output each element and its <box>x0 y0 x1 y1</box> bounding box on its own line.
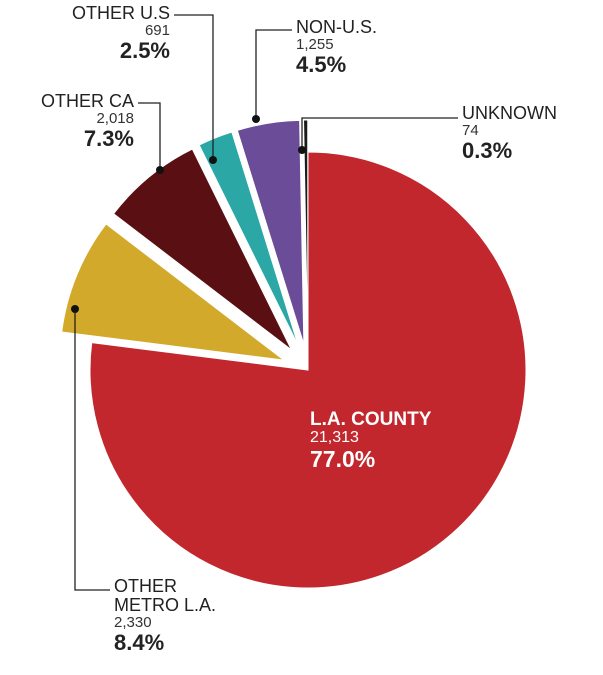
category-label: OTHER U.S <box>71 3 170 23</box>
pie-slice <box>198 131 299 347</box>
count-label: 21,313 <box>310 428 359 446</box>
leader-dot <box>298 146 306 154</box>
category-label: UNKNOWN <box>462 103 557 123</box>
value-label: 4.5% <box>296 51 347 77</box>
leader-dot <box>71 305 79 313</box>
leader-line <box>74 309 110 591</box>
pie-slice <box>303 119 309 345</box>
slice-label: NON-U.S. 1,255 4.5% <box>296 18 446 76</box>
value-label: 7.3% <box>83 125 134 151</box>
leader-dot <box>209 156 217 164</box>
slice-label: OTHER METRO L.A. 2,330 8.4% <box>114 577 226 654</box>
leader-line <box>174 14 214 160</box>
pie-slice <box>61 223 286 361</box>
count-label: 2,330 <box>114 613 152 631</box>
slice-label: UNKNOWN 74 0.3% <box>462 104 592 162</box>
slice-label: L.A. COUNTY 21,313 77.0% <box>310 410 510 471</box>
value-label: 2.5% <box>119 37 170 63</box>
value-label: 8.4% <box>114 629 165 655</box>
category-label: L.A. COUNTY <box>310 409 432 430</box>
leader-line <box>255 29 292 119</box>
value-label: 77.0% <box>310 445 376 472</box>
count-label: 2,018 <box>96 109 134 127</box>
leader-dot <box>252 115 260 123</box>
leader-dot <box>156 166 164 174</box>
slice-label: OTHER U.S 691 2.5% <box>10 4 170 62</box>
category-label: NON-U.S. <box>296 17 377 37</box>
count-label: 1,255 <box>296 35 334 53</box>
leader-line <box>301 117 458 150</box>
count-label: 691 <box>144 21 170 39</box>
count-label: 74 <box>462 121 479 139</box>
pie-slice <box>112 148 292 351</box>
pie-slice <box>89 151 527 589</box>
leader-line <box>138 102 161 170</box>
slice-label: OTHER CA 2,018 7.3% <box>10 92 134 150</box>
value-label: 0.3% <box>462 137 513 163</box>
category-label: OTHER CA <box>40 91 134 111</box>
category-label: OTHER METRO L.A. <box>114 576 217 615</box>
pie-slice <box>236 119 305 345</box>
